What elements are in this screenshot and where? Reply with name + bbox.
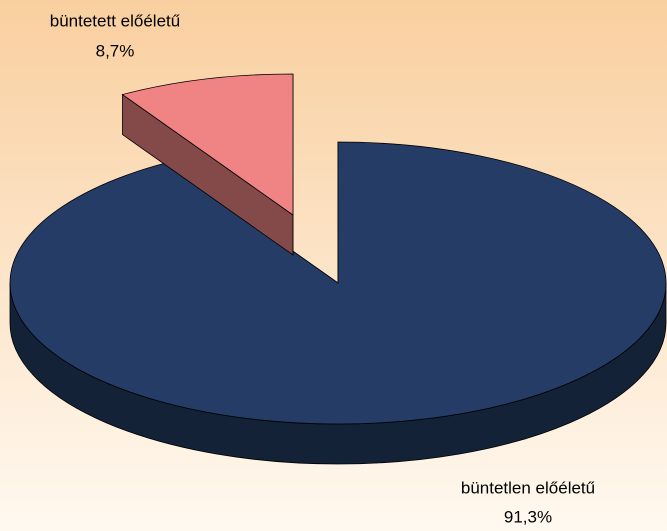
slice: [121, 73, 294, 216]
slice-value-label: 91,3%: [504, 507, 552, 526]
slice-label: büntetett előéletű: [50, 11, 180, 30]
slice: [9, 141, 667, 425]
slice-label: büntetlen előéletű: [461, 478, 595, 497]
slice-value-label: 8,7%: [96, 41, 135, 60]
